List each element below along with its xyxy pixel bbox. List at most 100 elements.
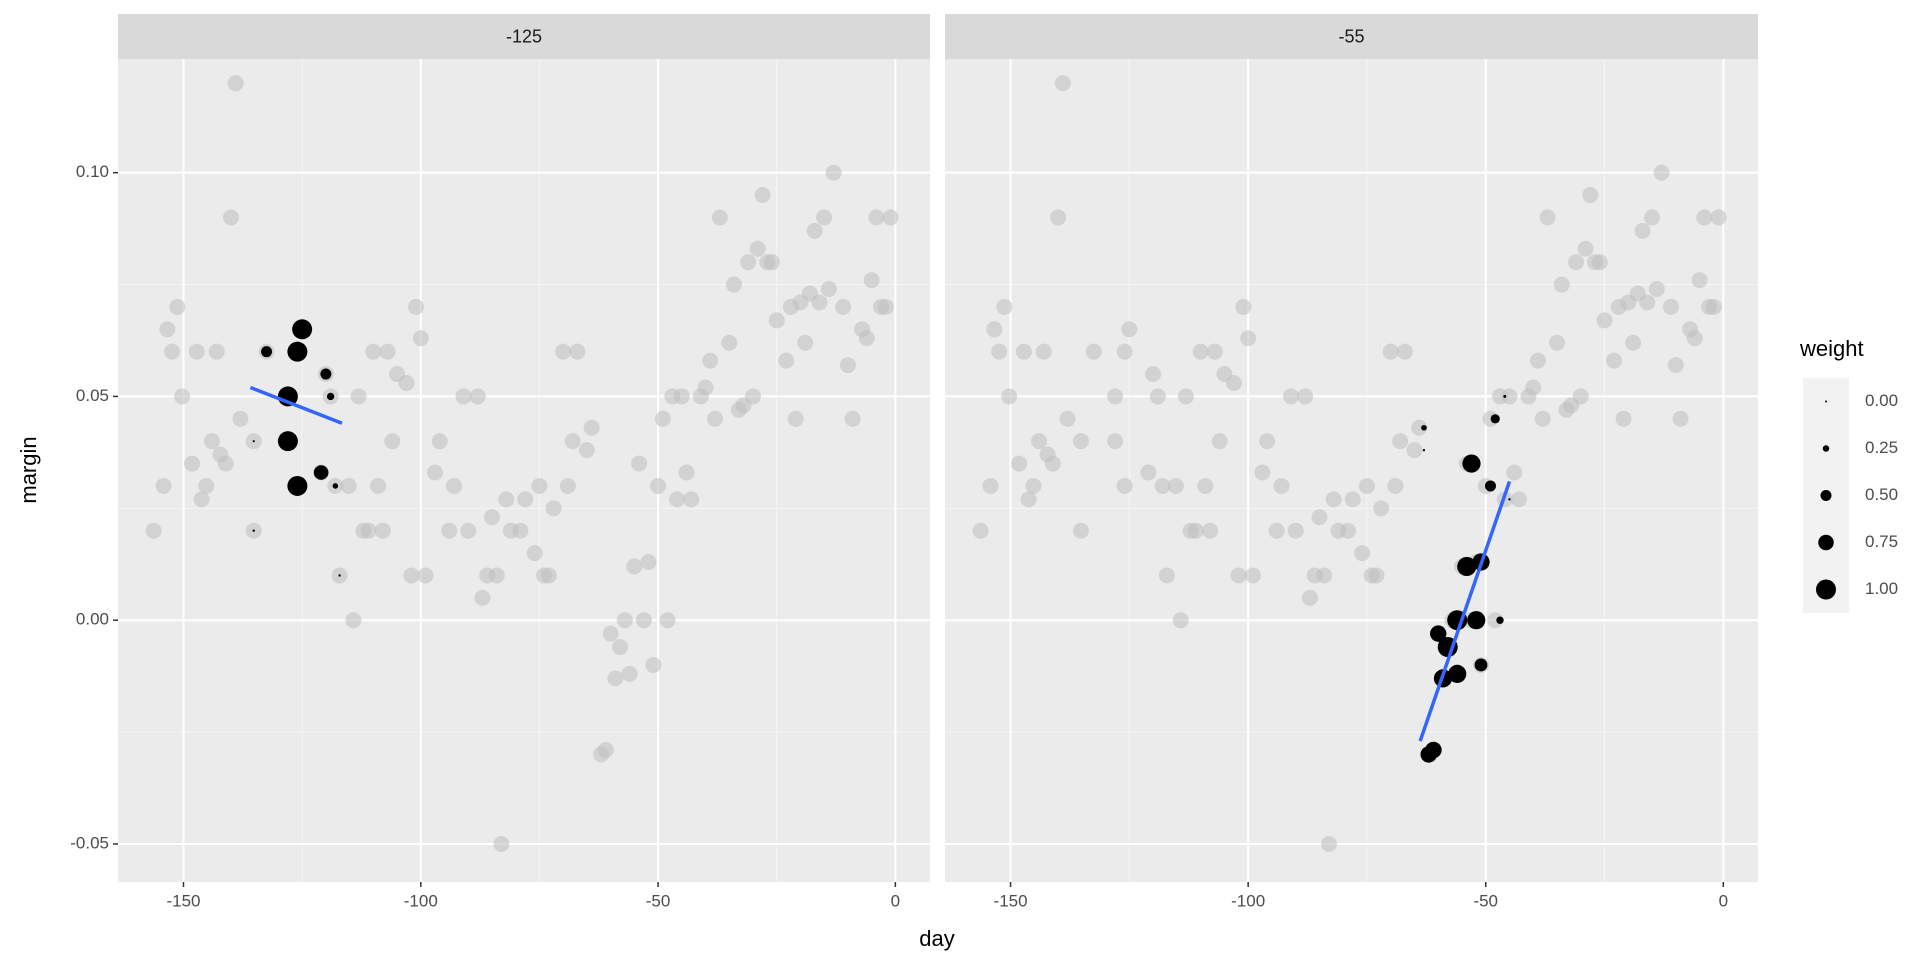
background-point bbox=[1534, 410, 1551, 427]
background-point bbox=[1639, 294, 1656, 311]
background-point bbox=[697, 379, 714, 396]
weighted-point bbox=[1496, 616, 1504, 624]
background-point bbox=[811, 294, 828, 311]
background-point bbox=[1510, 491, 1527, 508]
background-point bbox=[768, 312, 785, 329]
background-point bbox=[806, 222, 823, 239]
background-point bbox=[711, 209, 728, 226]
background-point bbox=[1710, 209, 1727, 226]
background-point bbox=[1072, 522, 1089, 539]
background-point bbox=[564, 433, 581, 450]
weighted-point bbox=[1462, 454, 1481, 473]
background-point bbox=[1287, 522, 1304, 539]
background-point bbox=[1672, 410, 1689, 427]
background-point bbox=[1167, 477, 1184, 494]
legend-key bbox=[1816, 579, 1836, 600]
weighted-point bbox=[313, 465, 329, 480]
weighted-point bbox=[1484, 480, 1496, 492]
background-point bbox=[1325, 491, 1342, 508]
background-point bbox=[1154, 477, 1171, 494]
background-point bbox=[1506, 464, 1523, 481]
background-point bbox=[1254, 464, 1271, 481]
background-point bbox=[640, 554, 657, 571]
background-point bbox=[763, 254, 780, 271]
weighted-point bbox=[338, 574, 341, 577]
weighted-point bbox=[332, 483, 339, 489]
background-point bbox=[797, 334, 814, 351]
background-point bbox=[1530, 352, 1547, 369]
background-point bbox=[839, 357, 856, 374]
background-point bbox=[1206, 343, 1223, 360]
background-point bbox=[858, 330, 875, 347]
background-point bbox=[1539, 209, 1556, 226]
background-point bbox=[164, 343, 181, 360]
weighted-point bbox=[1420, 746, 1437, 763]
background-point bbox=[384, 433, 401, 450]
background-point bbox=[1230, 567, 1247, 584]
background-point bbox=[483, 509, 500, 526]
background-point bbox=[749, 240, 766, 257]
weighted-point bbox=[252, 529, 255, 532]
background-point bbox=[996, 298, 1013, 315]
weighted-point bbox=[292, 319, 313, 340]
background-point bbox=[188, 343, 205, 360]
background-point bbox=[1107, 388, 1124, 405]
background-point bbox=[184, 455, 201, 472]
background-point bbox=[460, 522, 477, 539]
background-point bbox=[174, 388, 191, 405]
background-point bbox=[360, 522, 377, 539]
background-point bbox=[787, 410, 804, 427]
background-point bbox=[844, 410, 861, 427]
background-point bbox=[754, 187, 771, 204]
background-point bbox=[1696, 209, 1713, 226]
background-point bbox=[1244, 567, 1261, 584]
background-point bbox=[972, 522, 989, 539]
background-point bbox=[669, 491, 686, 508]
background-point bbox=[631, 455, 648, 472]
weighted-point bbox=[287, 341, 308, 362]
background-point bbox=[559, 477, 576, 494]
x-axis-title: day bbox=[919, 926, 954, 951]
background-point bbox=[654, 410, 671, 427]
background-point bbox=[1501, 388, 1518, 405]
background-point bbox=[721, 334, 738, 351]
legend-label: 0.50 bbox=[1865, 485, 1898, 504]
background-point bbox=[1615, 410, 1632, 427]
background-point bbox=[659, 612, 676, 629]
background-point bbox=[1116, 477, 1133, 494]
background-point bbox=[1568, 254, 1585, 271]
background-point bbox=[203, 433, 220, 450]
background-point bbox=[198, 477, 215, 494]
background-point bbox=[232, 410, 249, 427]
background-point bbox=[512, 522, 529, 539]
background-point bbox=[683, 491, 700, 508]
background-point bbox=[374, 522, 391, 539]
background-point bbox=[531, 477, 548, 494]
weighted-point bbox=[287, 475, 308, 496]
background-point bbox=[1158, 567, 1175, 584]
background-point bbox=[1107, 433, 1124, 450]
background-point bbox=[1606, 352, 1623, 369]
weighted-point bbox=[1508, 498, 1511, 501]
weighted-point bbox=[252, 440, 255, 443]
background-point bbox=[474, 589, 491, 606]
background-point bbox=[403, 567, 420, 584]
background-point bbox=[1339, 522, 1356, 539]
facet-label: -55 bbox=[1338, 26, 1364, 46]
legend-key bbox=[1820, 490, 1832, 501]
background-point bbox=[340, 477, 357, 494]
background-point bbox=[744, 388, 761, 405]
weighted-point bbox=[277, 431, 298, 452]
legend-title: weight bbox=[1799, 336, 1864, 361]
background-point bbox=[820, 281, 837, 298]
background-point bbox=[1044, 455, 1061, 472]
background-point bbox=[493, 835, 510, 852]
background-point bbox=[427, 464, 444, 481]
background-point bbox=[498, 491, 515, 508]
background-point bbox=[740, 254, 757, 271]
x-tick-label: 0 bbox=[1719, 891, 1728, 910]
background-point bbox=[825, 164, 842, 181]
background-point bbox=[986, 321, 1003, 338]
background-point bbox=[1240, 330, 1257, 347]
background-point bbox=[469, 388, 486, 405]
